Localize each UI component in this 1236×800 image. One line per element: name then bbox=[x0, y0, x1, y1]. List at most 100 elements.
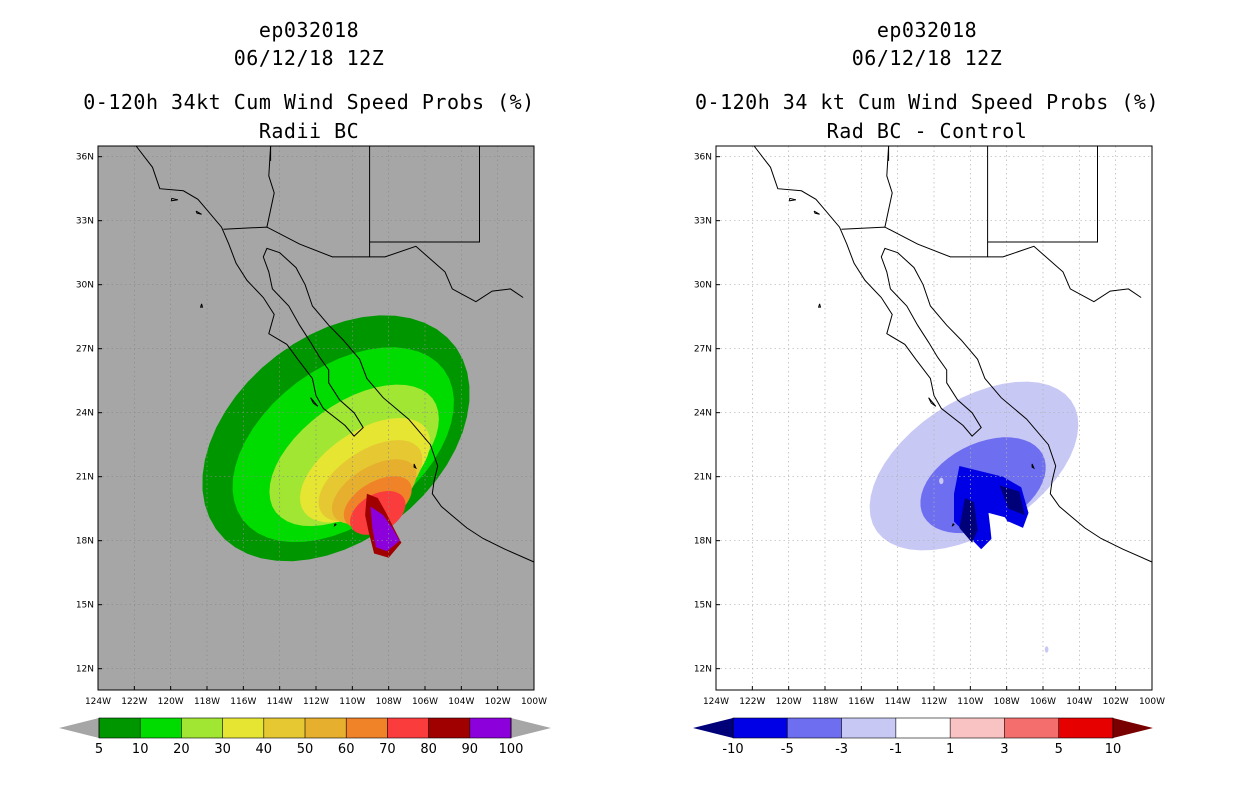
storm-id: ep032018 bbox=[258, 18, 360, 42]
colorbar-swatch bbox=[950, 718, 1005, 738]
coastline bbox=[753, 145, 1153, 563]
colorbar-label: 70 bbox=[379, 742, 396, 757]
colorbar-swatch bbox=[99, 718, 141, 738]
colorbar-label: 5 bbox=[1055, 742, 1063, 757]
map-area: 36N 33N 30N 27N 24N 21N 18N 15N 12N 124W 122W 120W 1… bbox=[694, 145, 1165, 707]
colorbar-label: 80 bbox=[420, 742, 437, 757]
longitude-label: 122W bbox=[739, 697, 765, 707]
latitude-label: 30N bbox=[694, 281, 712, 291]
us-mexico-border bbox=[841, 226, 1142, 303]
latitude-label: 27N bbox=[76, 345, 94, 355]
latitude-label: 21N bbox=[76, 473, 94, 483]
colorbar-swatch bbox=[841, 718, 897, 738]
colorbar-swatch bbox=[181, 718, 224, 738]
longitude-label: 116W bbox=[848, 697, 874, 707]
colorbar-label: -1 bbox=[889, 742, 902, 757]
subtitle: Rad BC - Control bbox=[826, 119, 1028, 143]
latitude-label: 18N bbox=[694, 537, 712, 547]
longitude-label: 108W bbox=[994, 697, 1020, 707]
latitude-label: 33N bbox=[76, 217, 94, 227]
colorbar-label: 5 bbox=[95, 742, 103, 757]
storm-id: ep032018 bbox=[876, 18, 978, 42]
longitude-label: 124W bbox=[85, 697, 111, 707]
island bbox=[951, 523, 955, 527]
longitude-label: 122W bbox=[121, 697, 147, 707]
datetime: 06/12/18 12Z bbox=[851, 46, 1003, 70]
right-panel: ep032018 06/12/18 12Z 0-120h 34 kt Cum W… bbox=[618, 0, 1236, 800]
map-area: 36N 33N 30N 27N 24N 21N 18N 15N 12N 124W 122W 120W 1… bbox=[76, 145, 547, 707]
longitude-label: 102W bbox=[485, 697, 511, 707]
colorbar-label: 3 bbox=[1000, 742, 1008, 757]
longitude-label: 118W bbox=[812, 697, 838, 707]
latitude-label: 21N bbox=[694, 473, 712, 483]
island bbox=[928, 397, 937, 407]
colorbar-label: 50 bbox=[297, 742, 314, 757]
longitude-label: 114W bbox=[885, 697, 911, 707]
longitude-label: 104W bbox=[448, 697, 474, 707]
difference-contour bbox=[999, 485, 1025, 516]
subtitle: Radii BC bbox=[258, 119, 360, 143]
latitude-label: 36N bbox=[694, 153, 712, 163]
state-border bbox=[369, 146, 480, 243]
island bbox=[413, 463, 417, 470]
longitude-label: 112W bbox=[921, 697, 947, 707]
colorbar-label: 10 bbox=[1105, 742, 1122, 757]
coastlines bbox=[753, 145, 1153, 563]
left-panel: ep032018 06/12/18 12Z 0-120h 34kt Cum Wi… bbox=[59, 18, 551, 757]
latitude-label: 12N bbox=[76, 665, 94, 675]
colorbar-label: 20 bbox=[173, 742, 190, 757]
longitude-label: 116W bbox=[230, 697, 256, 707]
island bbox=[195, 210, 202, 215]
graticule bbox=[716, 146, 1152, 690]
colorbar-swatch bbox=[469, 718, 512, 738]
colorbar-label: 30 bbox=[214, 742, 231, 757]
latitude-label: 27N bbox=[694, 345, 712, 355]
colorbar-label: -5 bbox=[781, 742, 794, 757]
longitude-label: 108W bbox=[376, 697, 402, 707]
longitude-label: 112W bbox=[303, 697, 329, 707]
graticule bbox=[98, 146, 534, 690]
state-border bbox=[884, 145, 893, 228]
colorbar-swatch bbox=[787, 718, 843, 738]
island bbox=[171, 197, 179, 202]
latitude-label: 36N bbox=[76, 153, 94, 163]
colorbar-label: 40 bbox=[256, 742, 273, 757]
island bbox=[813, 210, 820, 215]
longitude-label: 106W bbox=[412, 697, 438, 707]
us-mexico-border bbox=[223, 226, 524, 303]
colorbar-swatch bbox=[305, 718, 347, 738]
coastline bbox=[135, 145, 535, 563]
difference-contour bbox=[988, 512, 1014, 550]
longitude-label: 114W bbox=[267, 697, 293, 707]
colorbar-swatch bbox=[428, 718, 471, 738]
latitude-label: 30N bbox=[76, 281, 94, 291]
colorbar-label: 60 bbox=[338, 742, 355, 757]
latitude-label: 18N bbox=[76, 537, 94, 547]
difference-contour bbox=[1044, 646, 1049, 653]
colorbar-label: -10 bbox=[722, 742, 743, 757]
colorbar-under-triangle bbox=[693, 718, 733, 738]
colorbar-swatch bbox=[387, 718, 430, 738]
longitude-label: 110W bbox=[957, 697, 983, 707]
longitude-label: 110W bbox=[339, 697, 365, 707]
colorbar-label: 10 bbox=[132, 742, 149, 757]
colorbar-label: 1 bbox=[946, 742, 954, 757]
latitude-label: 15N bbox=[694, 601, 712, 611]
longitude-label: 120W bbox=[158, 697, 184, 707]
difference-contour bbox=[959, 498, 978, 543]
colorbar-swatch bbox=[263, 718, 306, 738]
shaded-contours bbox=[869, 381, 1079, 653]
longitude-label: 102W bbox=[1103, 697, 1129, 707]
colorbar-over-triangle bbox=[1113, 718, 1153, 738]
product-title: 0-120h 34kt Cum Wind Speed Probs (%) bbox=[83, 90, 535, 114]
colorbar-label: 100 bbox=[499, 742, 524, 757]
longitude-label: 100W bbox=[521, 697, 547, 707]
colorbar-swatch bbox=[1058, 718, 1114, 738]
latitude-label: 15N bbox=[76, 601, 94, 611]
colorbar: 5 10 20 30 40 50 60 70 80 90 100 bbox=[59, 717, 551, 757]
island bbox=[199, 303, 204, 308]
longitude-label: 104W bbox=[1066, 697, 1092, 707]
coastlines bbox=[135, 145, 535, 563]
shaded-contours bbox=[202, 315, 470, 562]
probability-contour bbox=[370, 506, 400, 552]
